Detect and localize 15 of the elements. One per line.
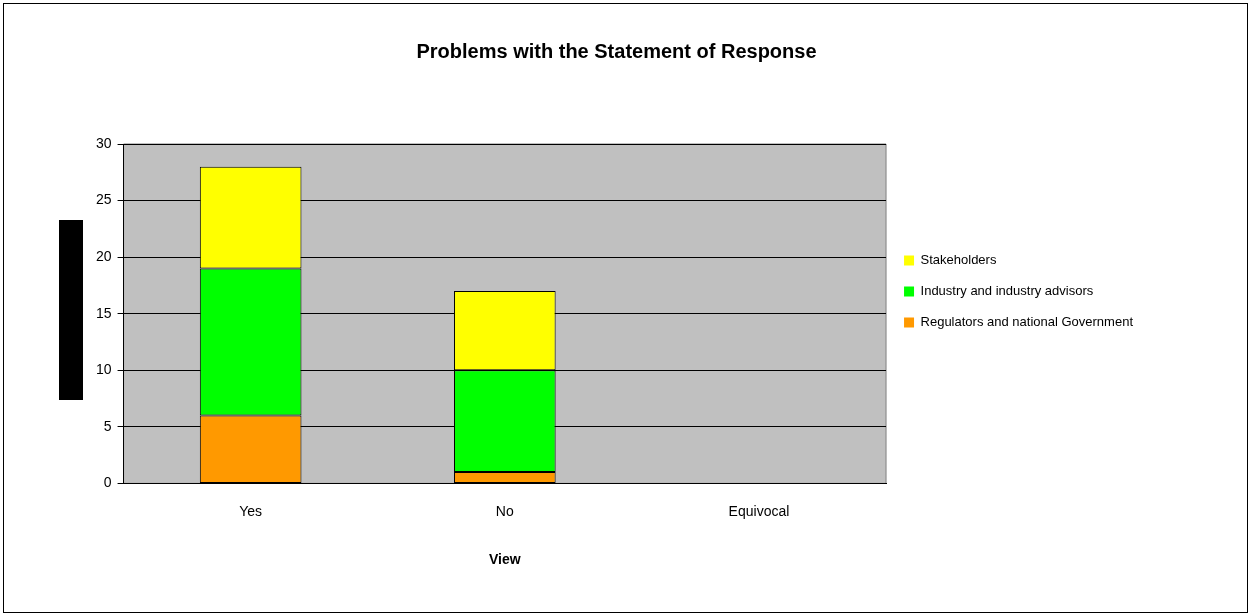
x-tick-label: No (495, 502, 514, 519)
legend-label: Regulators and national Government (920, 314, 1134, 330)
chart-title: Problems with the Statement of Response (416, 39, 817, 62)
x-axis-title: View (488, 551, 521, 568)
y-tick-label: 10 (95, 361, 112, 378)
legend-label: Industry and industry advisors (920, 283, 1094, 299)
y-tick-label: 25 (95, 191, 112, 208)
y-tick-label: 0 (103, 474, 112, 491)
y-tick-label: 5 (103, 417, 112, 434)
y-tick-label: 15 (95, 304, 112, 321)
x-tick-label: Equivocal (728, 502, 790, 519)
y-tick-label: 20 (95, 247, 112, 264)
legend-label: Stakeholders (920, 252, 997, 268)
x-tick-label: Yes (239, 502, 263, 519)
y-tick-label: 30 (95, 134, 112, 151)
